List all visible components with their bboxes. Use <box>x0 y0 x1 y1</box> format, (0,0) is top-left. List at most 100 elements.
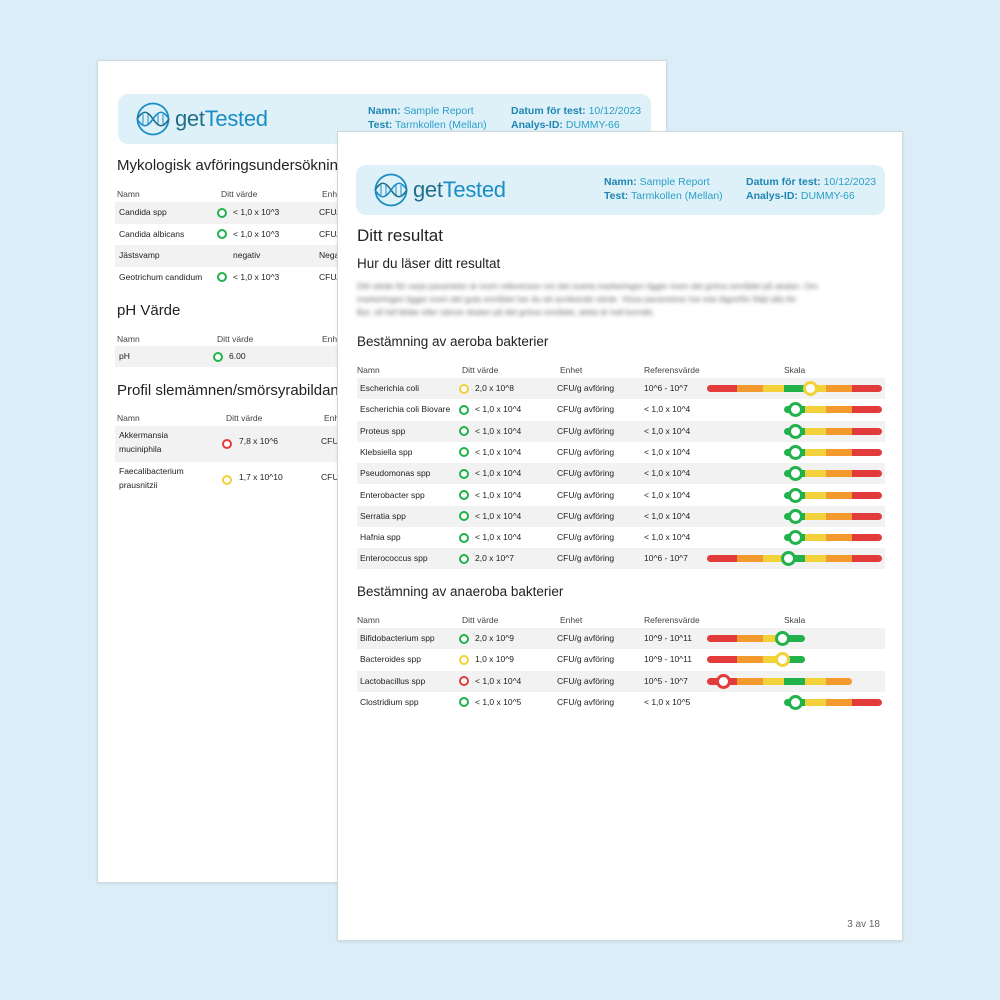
test-meta: Datum för test: 10/12/2023 Analys-ID: DU… <box>511 105 642 131</box>
col-namn: Namn <box>357 365 380 375</box>
mykologisk-title: Mykologisk avföringsundersökning <box>117 157 347 174</box>
col-enhet: Enh <box>324 413 340 423</box>
scale-bar <box>707 673 882 689</box>
col-skala: Skala <box>784 615 806 625</box>
table-row: Pseudomonas spp < 1,0 x 10^4 CFU/g avförin… <box>357 463 885 485</box>
col-ditt-varde: Ditt värde <box>221 189 258 199</box>
col-ditt-varde: Ditt värde <box>217 334 254 344</box>
row-name-line1: Akkermansia <box>119 430 169 440</box>
table-row: Proteus spp < 1,0 x 10^4 CFU/g avföring < 1… <box>357 420 885 442</box>
scale-segment-orange <box>736 385 763 392</box>
row-name: Faecalibacterium prausnitzii <box>119 464 184 492</box>
scale-segment-yellow <box>805 406 826 414</box>
row-reference: 10^5 - 10^7 <box>644 675 688 686</box>
row-unit: CFU/g avföring <box>557 425 615 436</box>
row-name: Candida albicans <box>119 228 185 239</box>
row-value: < 1,0 x 10^4 <box>475 532 522 543</box>
row-value: < 1,0 x 10^4 <box>475 446 522 457</box>
scale-segment-orange <box>826 534 853 542</box>
row-reference: < 1,0 x 10^5 <box>644 696 691 707</box>
brand-name: getTested <box>175 106 268 131</box>
scale-marker <box>780 551 796 567</box>
row-unit: CFU/g avföring <box>557 654 615 665</box>
scale-marker <box>775 652 791 668</box>
scale-segment-red <box>707 635 737 642</box>
table-row: Serratia spp < 1,0 x 10^4 CFU/g avföring < … <box>357 505 885 527</box>
scale-segment-orange <box>736 656 763 664</box>
row-name: Hafnia spp <box>360 532 401 543</box>
table-row: Lactobacillus spp < 1,0 x 10^4 CFU/g avför… <box>357 670 885 692</box>
scale-bar <box>707 487 882 503</box>
row-reference: < 1,0 x 10^4 <box>644 404 691 415</box>
row-unit: CFU/g avföring <box>557 383 615 393</box>
table-row: Clostridium spp < 1,0 x 10^5 CFU/g avförin… <box>357 692 885 713</box>
scale-marker <box>787 487 803 503</box>
col-ditt-varde: Ditt värde <box>226 413 263 423</box>
scale-marker <box>715 673 731 689</box>
row-value: 1,7 x 10^10 <box>239 471 283 482</box>
scale-segment-red <box>852 534 882 542</box>
row-unit: CFU <box>321 471 339 482</box>
row-unit: CFU/g avföring <box>557 468 615 479</box>
scale-segment-yellow <box>805 491 826 499</box>
row-value: < 1,0 x 10^4 <box>475 425 522 436</box>
status-yellow-icon <box>222 475 232 485</box>
scale-segment-yellow <box>805 448 826 456</box>
status-green-icon <box>459 404 469 415</box>
gettested-logo: getTested <box>372 173 506 207</box>
status-green-icon <box>459 447 469 458</box>
col-enhet: Enhet <box>560 615 583 625</box>
scale-segment-red <box>852 470 882 478</box>
row-name: Escherichia coli Biovare <box>360 404 451 415</box>
row-name: Clostridium spp <box>360 696 419 707</box>
row-unit: CFU/g avföring <box>557 404 615 415</box>
row-unit: CFU/g avföring <box>557 446 615 457</box>
table-row: Candida albicans < 1,0 x 10^3 CFU/ <box>115 224 651 246</box>
scale-segment-red <box>852 491 882 499</box>
row-unit: CFU/g avföring <box>557 532 615 543</box>
table-row: Klebsiella spp < 1,0 x 10^4 CFU/g avföring… <box>357 442 885 463</box>
scale-segment-orange <box>826 427 853 435</box>
scale-segment-yellow <box>805 470 826 478</box>
scale-segment-yellow <box>763 656 784 664</box>
row-reference: 10^6 - 10^7 <box>644 553 688 564</box>
dna-logo-icon <box>374 173 408 207</box>
row-name-line2: prausnitzii <box>119 480 158 490</box>
howto-title: Hur du läser ditt resultat <box>357 256 501 271</box>
scale-segment-red <box>852 512 882 520</box>
row-unit: CFU <box>321 435 339 446</box>
scale-segment-orange <box>736 677 763 685</box>
scale-bar <box>707 551 882 567</box>
status-green-icon <box>459 490 469 500</box>
scale-segment-green <box>784 656 805 664</box>
row-unit: CFU/g avföring <box>557 489 615 500</box>
table-row: Faecalibacterium prausnitzii 1,7 x 10^10 CF… <box>115 462 651 498</box>
row-name: Jästsvamp <box>119 250 160 260</box>
scale-segment-red <box>852 448 882 456</box>
scale-segment-orange <box>826 512 853 520</box>
row-value: < 1,0 x 10^4 <box>475 468 522 479</box>
table-row: Geotrichum candidum < 1,0 x 10^3 CFU/ <box>115 267 651 289</box>
scale-segment-orange <box>826 470 853 478</box>
table-row: Escherichia coli 2,0 x 10^8 CFU/g avföring… <box>357 378 885 399</box>
howto-text: Ditt värde för varje parameter är inom r… <box>357 281 818 317</box>
row-value: negativ <box>233 250 261 260</box>
row-value: < 1,0 x 10^4 <box>475 489 522 500</box>
scale-marker <box>787 694 803 710</box>
patient-meta: Namn: Sample Report Test: Tarmkollen (Me… <box>604 176 723 202</box>
scale-segment-yellow <box>805 555 826 563</box>
col-enhet: Enhet <box>560 365 583 375</box>
row-reference: < 1,0 x 10^4 <box>644 425 691 436</box>
aerob-title: Bestämning av aeroba bakterier <box>357 334 549 349</box>
scale-bar <box>707 423 882 439</box>
anaerob-title: Bestämning av anaeroba bakterier <box>357 584 564 599</box>
page-number: 3 av 18 <box>847 919 880 930</box>
row-unit: CFU/g avföring <box>557 553 615 564</box>
status-green-icon <box>459 697 469 708</box>
scale-bar <box>707 631 882 646</box>
row-unit: CFU/g avföring <box>557 675 615 686</box>
row-name: Bifidobacterium spp <box>360 633 435 643</box>
scale-segment-yellow <box>763 635 784 642</box>
scale-segment-orange <box>736 555 763 563</box>
status-green-icon <box>459 468 469 479</box>
